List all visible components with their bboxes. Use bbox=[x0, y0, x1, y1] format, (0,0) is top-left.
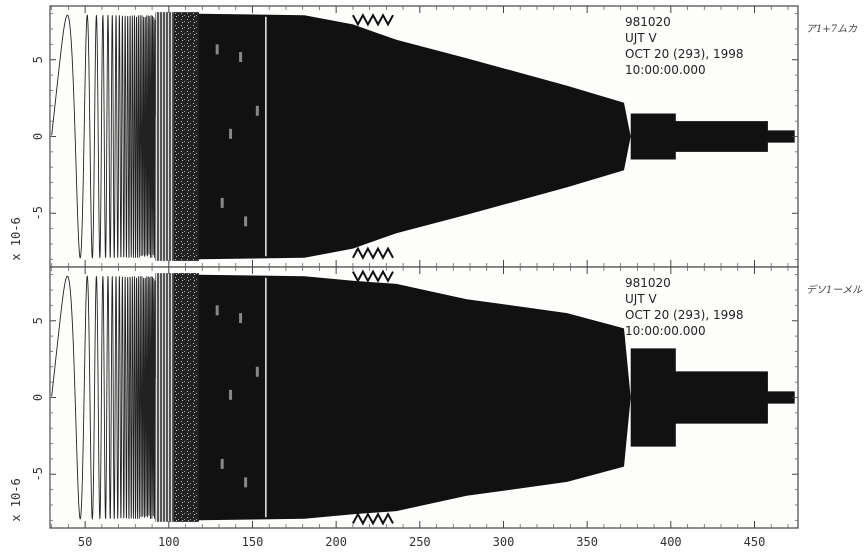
trace-info-line: 981020 bbox=[625, 276, 671, 290]
x-tick-label: 300 bbox=[493, 535, 515, 549]
y-tick-label: 5 bbox=[31, 317, 45, 324]
trace-info-line: 10:00:00.000 bbox=[625, 63, 706, 77]
panel-bottom: 5 0 -5 x 10-6 981020 UJT V OCT 20 (293), 1998 1… bbox=[9, 266, 863, 529]
y-tick-label: 0 bbox=[31, 394, 45, 401]
trace-speckle bbox=[255, 366, 259, 377]
panel-top: 5 0 -5 x 10-6 981020 UJT V OCT 20 (293), 1998 1… bbox=[9, 5, 857, 268]
y-tick-label: -5 bbox=[31, 206, 45, 220]
trace-info-line: OCT 20 (293), 1998 bbox=[625, 308, 744, 322]
x-axis: 50 100 150 200 250 300 350 400 450 bbox=[51, 6, 789, 549]
dense-band bbox=[155, 12, 174, 261]
x-tick-label: 200 bbox=[325, 535, 347, 549]
dense-band bbox=[155, 273, 174, 522]
x-tick-label: 150 bbox=[242, 535, 264, 549]
trace-speckle bbox=[220, 197, 224, 208]
trace-info-line: 981020 bbox=[625, 15, 671, 29]
handwritten-note: ア1+7ムカ bbox=[806, 24, 857, 35]
signal-envelope bbox=[51, 274, 795, 521]
trace-speckle bbox=[239, 52, 243, 63]
y-axis-label: x 10-6 bbox=[9, 217, 23, 260]
trace-speckle bbox=[255, 105, 259, 116]
signal-envelope bbox=[51, 13, 795, 260]
y-tick-label: 0 bbox=[31, 133, 45, 140]
trace-speckle bbox=[215, 305, 219, 316]
trace-speckle bbox=[229, 389, 233, 400]
zigzag-edge-top bbox=[352, 269, 394, 283]
zigzag-edge-top bbox=[352, 13, 394, 27]
zigzag-edge-bottom bbox=[352, 246, 394, 260]
handwritten-note: デソ1ーメル bbox=[806, 284, 863, 296]
x-tick-label: 100 bbox=[158, 535, 180, 549]
trace-info-line: 10:00:00.000 bbox=[625, 324, 706, 338]
trace-info-line: OCT 20 (293), 1998 bbox=[625, 47, 744, 61]
noise-band bbox=[173, 12, 199, 261]
trace-speckle bbox=[215, 44, 219, 55]
trace-speckle bbox=[220, 458, 224, 469]
x-tick-label: 450 bbox=[744, 535, 766, 549]
noise-band bbox=[173, 273, 199, 522]
trace-speckle bbox=[229, 128, 233, 139]
sine-sweep-trace bbox=[51, 14, 156, 259]
trace-info-line: UJT V bbox=[625, 31, 657, 45]
trace-speckle bbox=[244, 477, 248, 488]
y-tick-label: 5 bbox=[31, 56, 45, 63]
x-tick-label: 250 bbox=[409, 535, 431, 549]
y-tick-label: -5 bbox=[31, 467, 45, 481]
sine-sweep-trace bbox=[51, 275, 156, 520]
x-tick-label: 400 bbox=[660, 535, 682, 549]
y-axis-label: x 10-6 bbox=[9, 478, 23, 521]
zigzag-edge-bottom bbox=[352, 512, 394, 526]
x-tick-label: 50 bbox=[78, 535, 92, 549]
x-tick-label: 350 bbox=[576, 535, 598, 549]
trace-speckle bbox=[244, 216, 248, 227]
trace-info-line: UJT V bbox=[625, 292, 657, 306]
trace-speckle bbox=[239, 313, 243, 324]
